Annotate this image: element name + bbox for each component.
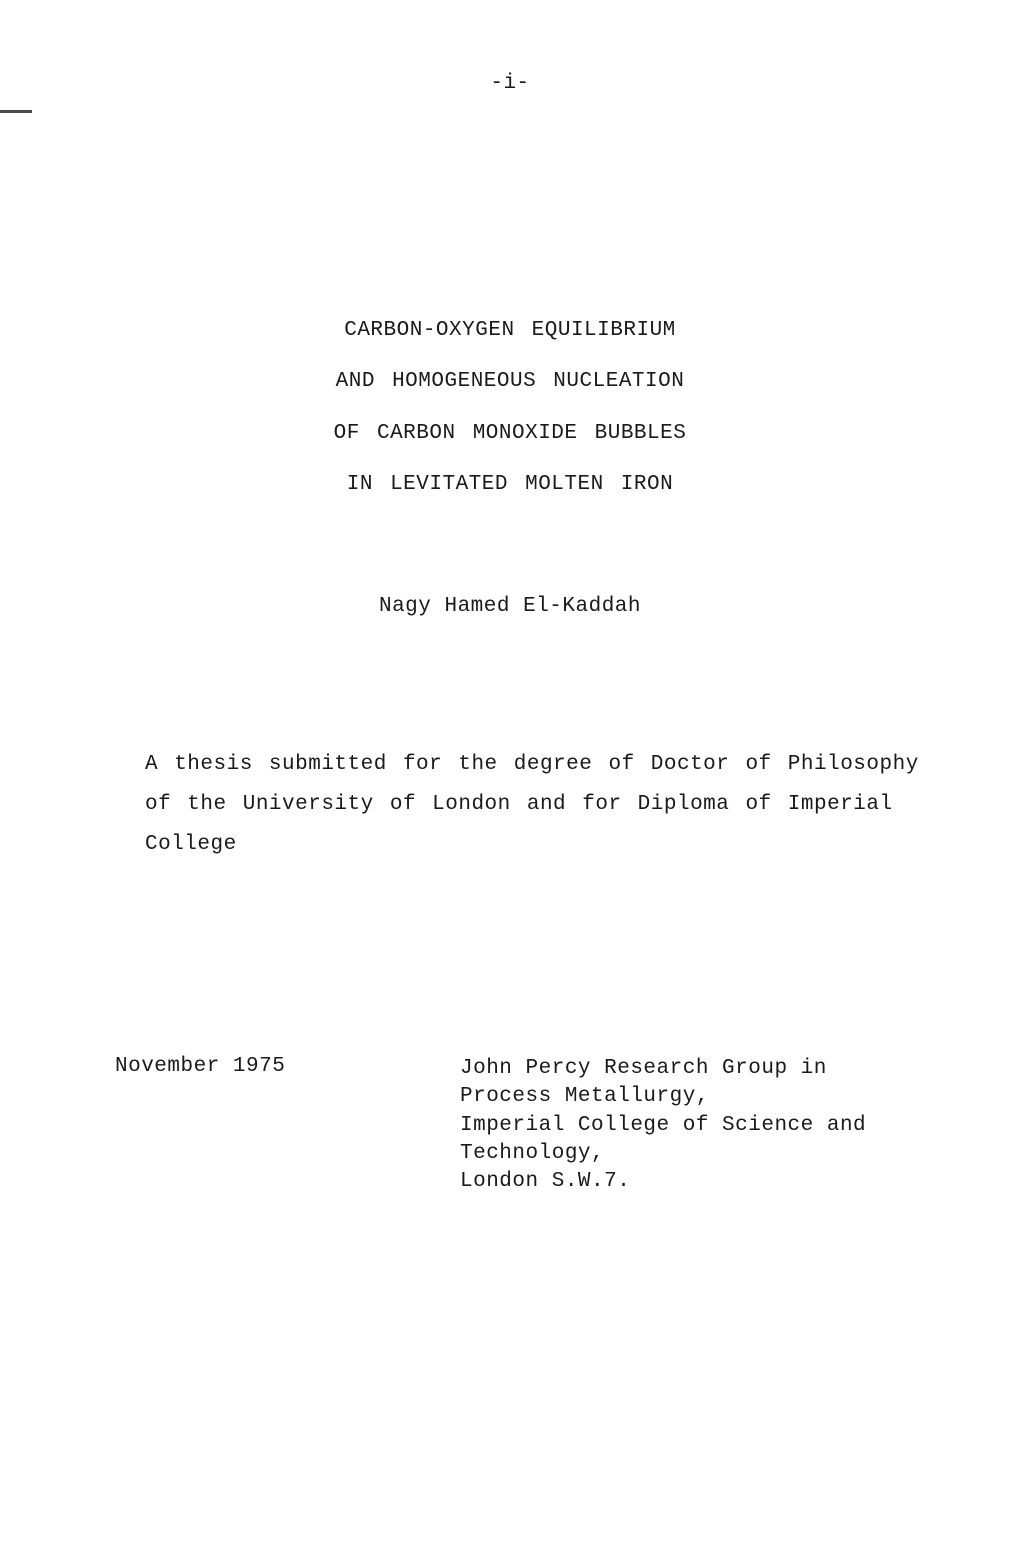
title-line-2: AND HOMOGENEOUS NUCLEATION (0, 356, 1020, 407)
footer-address: John Percy Research Group in Process Met… (460, 1055, 950, 1197)
title-line-4: IN LEVITATED MOLTEN IRON (0, 459, 1020, 510)
footer: November 1975 John Percy Research Group … (115, 1055, 950, 1197)
address-line-5: London S.W.7. (460, 1168, 950, 1196)
title-line-3: OF CARBON MONOXIDE BUBBLES (0, 408, 1020, 459)
address-line-2: Process Metallurgy, (460, 1083, 950, 1111)
address-line-4: Technology, (460, 1140, 950, 1168)
thesis-description: A thesis submitted for the degree of Doc… (145, 745, 925, 865)
author-name: Nagy Hamed El-Kaddah (0, 595, 1020, 618)
title-line-1: CARBON-OXYGEN EQUILIBRIUM (0, 305, 1020, 356)
binding-mark (0, 110, 32, 113)
page-number: -i- (0, 72, 1020, 95)
document-title: CARBON-OXYGEN EQUILIBRIUM AND HOMOGENEOU… (0, 305, 1020, 511)
address-line-3: Imperial College of Science and (460, 1112, 950, 1140)
footer-date: November 1975 (115, 1055, 285, 1078)
address-line-1: John Percy Research Group in (460, 1055, 950, 1083)
